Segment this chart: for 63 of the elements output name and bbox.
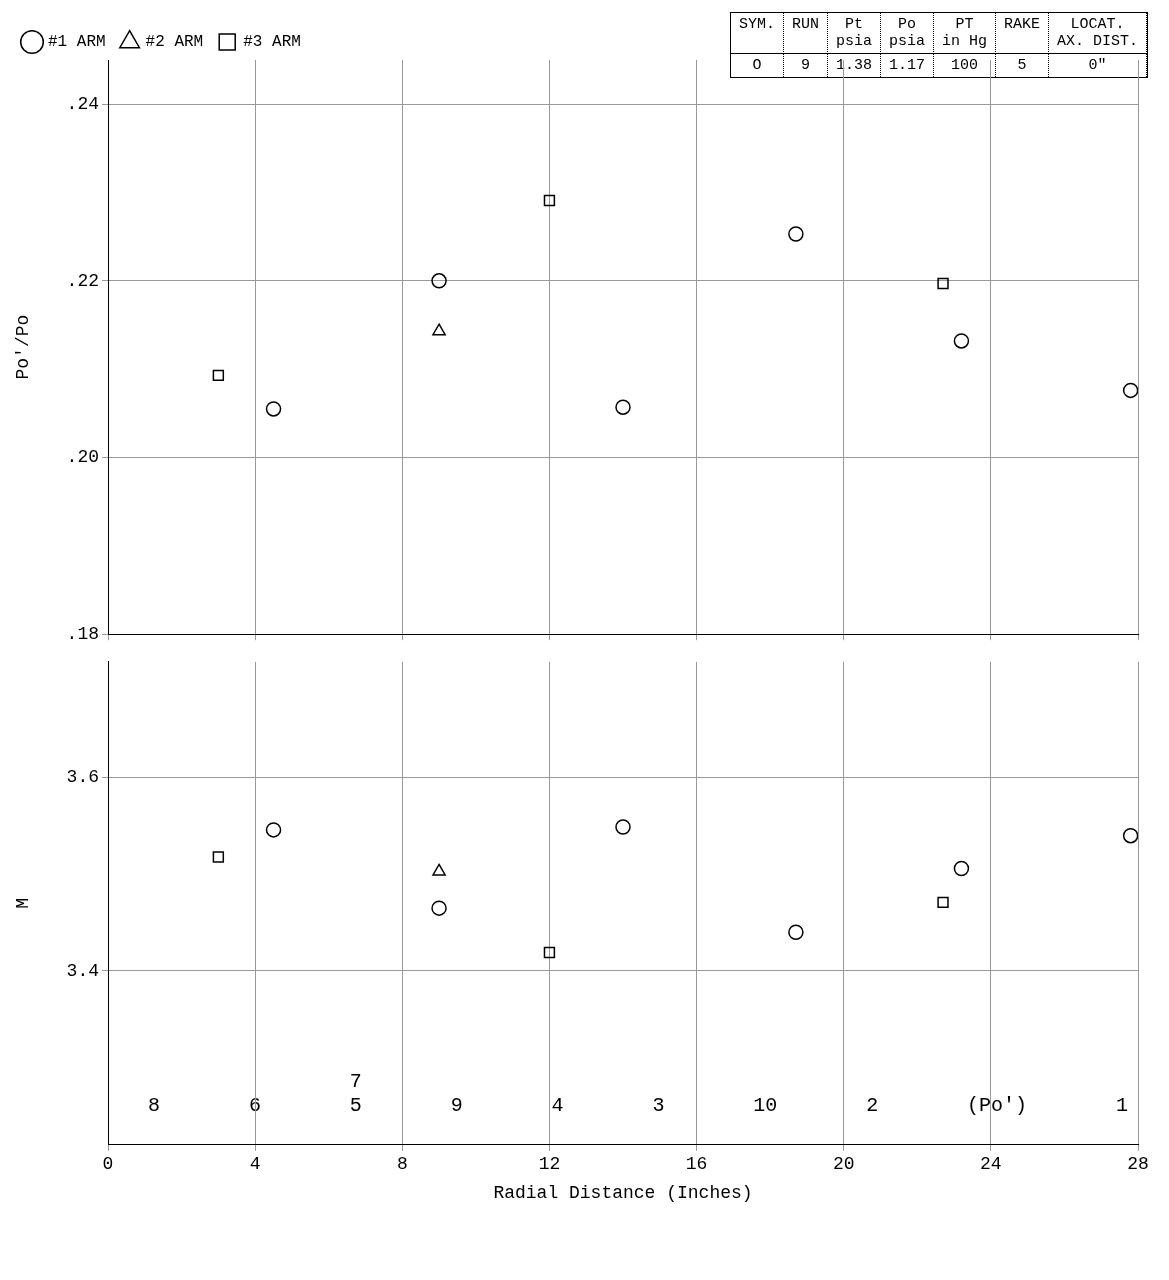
text: SYM.: [730, 13, 784, 54]
x-tick-label: 24: [980, 1154, 1002, 1175]
point: [431, 900, 447, 916]
y-tick-label: .18: [66, 623, 99, 644]
x-tick-label: 16: [685, 1154, 708, 1175]
point: [543, 194, 556, 207]
point: [788, 226, 804, 242]
y-axis-title: Po'/Po: [12, 314, 33, 380]
x-tick-label: 28: [1127, 1154, 1149, 1175]
text: RAKE: [995, 13, 1049, 54]
y-tick-label: .24: [66, 93, 99, 114]
point: [953, 860, 970, 877]
text: RUN: [783, 13, 828, 54]
annotation: 8: [148, 1094, 161, 1118]
point: [265, 401, 282, 417]
point: [788, 924, 804, 941]
annotation: 1: [1115, 1094, 1128, 1118]
x-tick-label: 4: [249, 1154, 261, 1175]
point: [1122, 827, 1138, 844]
y-tick-label: 3.6: [66, 767, 99, 788]
annotation: O: [730, 54, 784, 77]
annotation: 1.17: [880, 54, 934, 77]
legend-label: #1 ARM: [48, 33, 106, 52]
x-tick-label: 8: [396, 1154, 408, 1175]
text: LOCAT. AX. DIST.: [1048, 13, 1147, 54]
annotation: 2: [866, 1094, 879, 1118]
y-axis-title: M: [12, 897, 33, 909]
annotation: 3: [652, 1094, 665, 1118]
x-axis-title: Radial Distance (Inches): [493, 1182, 753, 1203]
x-tick-label: 12: [538, 1154, 561, 1175]
x-tick-label: 0: [102, 1154, 114, 1175]
text: PT in Hg: [933, 13, 996, 54]
y-tick-label: .22: [66, 270, 99, 291]
point: [937, 277, 949, 290]
annotation: 5: [995, 54, 1049, 77]
annotation: 0": [1048, 54, 1147, 77]
legend-label: #3 ARM: [243, 33, 301, 52]
annotation: 7 5: [349, 1070, 362, 1118]
y-tick-label: 3.4: [66, 960, 99, 981]
annotation: 10: [753, 1094, 778, 1118]
point: [431, 273, 447, 289]
legend-label: #2 ARM: [145, 33, 204, 52]
annotation: 1.38: [827, 54, 881, 77]
annotation: 4: [551, 1094, 564, 1118]
point: [265, 822, 282, 838]
point: [212, 851, 225, 863]
point: [212, 369, 225, 382]
point: [953, 333, 970, 349]
annotation: 9: [783, 54, 828, 77]
point: [432, 863, 446, 876]
annotation: 9: [450, 1094, 463, 1118]
annotation: (Po'): [967, 1094, 1028, 1118]
point: [615, 819, 631, 835]
y-tick-label: .20: [66, 447, 99, 468]
text: Po psia: [880, 13, 934, 54]
point: [1122, 382, 1138, 399]
point: [615, 399, 631, 415]
point: [432, 323, 446, 336]
annotation: 100: [933, 54, 996, 77]
point: [543, 946, 556, 959]
point: [937, 896, 949, 909]
text: Pt psia: [827, 13, 881, 54]
x-tick-label: 20: [832, 1154, 855, 1175]
